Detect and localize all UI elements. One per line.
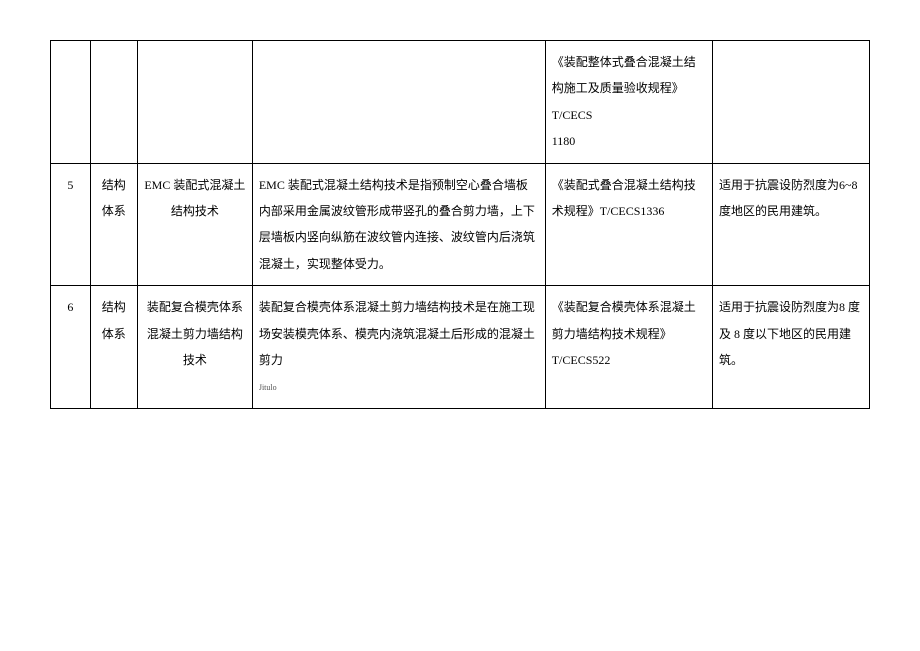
cell-desc: EMC 装配式混凝土结构技术是指预制空心叠合墙板内部采用金属波纹管形成带竖孔的叠… bbox=[252, 163, 545, 286]
cell-std: 《装配式叠合混凝土结构技术规程》T/CECS1336 bbox=[545, 163, 712, 286]
desc-text: 装配复合模壳体系混凝土剪力墙结构技术是在施工现场安装模壳体系、模壳内浇筑混凝土后… bbox=[259, 300, 535, 367]
cell-app bbox=[713, 41, 870, 164]
table-row: 6 结构体系 装配复合模壳体系混凝土剪力墙结构技术 装配复合模壳体系混凝土剪力墙… bbox=[51, 286, 870, 409]
cell-name: EMC 装配式混凝土结构技术 bbox=[137, 163, 252, 286]
table-row: 5 结构体系 EMC 装配式混凝土结构技术 EMC 装配式混凝土结构技术是指预制… bbox=[51, 163, 870, 286]
cell-num bbox=[51, 41, 91, 164]
cell-app: 适用于抗震设防烈度为6~8 度地区的民用建筑。 bbox=[713, 163, 870, 286]
cell-desc: 装配复合模壳体系混凝土剪力墙结构技术是在施工现场安装模壳体系、模壳内浇筑混凝土后… bbox=[252, 286, 545, 409]
cell-name bbox=[137, 41, 252, 164]
cell-name: 装配复合模壳体系混凝土剪力墙结构技术 bbox=[137, 286, 252, 409]
cell-desc bbox=[252, 41, 545, 164]
cell-num: 5 bbox=[51, 163, 91, 286]
cell-cat: 结构体系 bbox=[90, 163, 137, 286]
spec-table: 《装配整体式叠合混凝土结构施工及质量验收规程》T/CECS 1180 5 结构体… bbox=[50, 40, 870, 409]
cell-cat bbox=[90, 41, 137, 164]
cell-num: 6 bbox=[51, 286, 91, 409]
cell-std: 《装配整体式叠合混凝土结构施工及质量验收规程》T/CECS 1180 bbox=[545, 41, 712, 164]
desc-label: Jitulo bbox=[259, 384, 277, 392]
table-row: 《装配整体式叠合混凝土结构施工及质量验收规程》T/CECS 1180 bbox=[51, 41, 870, 164]
cell-cat: 结构体系 bbox=[90, 286, 137, 409]
cell-app: 适用于抗震设防烈度为8 度及 8 度以下地区的民用建筑。 bbox=[713, 286, 870, 409]
cell-std: 《装配复合模壳体系混凝土剪力墙结构技术规程》T/CECS522 bbox=[545, 286, 712, 409]
